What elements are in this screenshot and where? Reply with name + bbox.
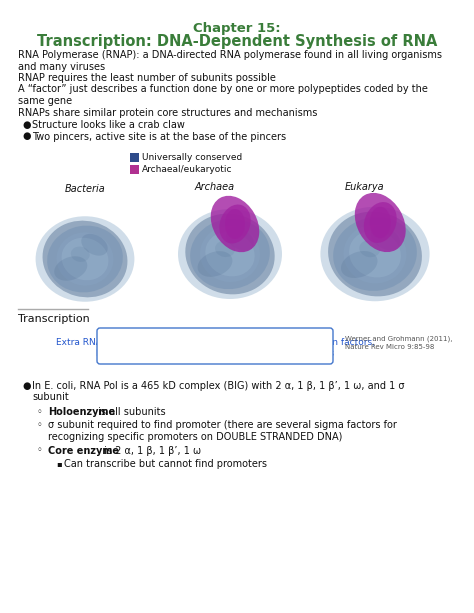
Ellipse shape bbox=[320, 207, 429, 301]
Ellipse shape bbox=[226, 227, 254, 251]
Text: is all subunits: is all subunits bbox=[95, 407, 165, 417]
Ellipse shape bbox=[43, 221, 128, 297]
Ellipse shape bbox=[62, 238, 109, 280]
Ellipse shape bbox=[200, 226, 260, 282]
Text: Two pincers, active site is at the base of the pincers: Two pincers, active site is at the base … bbox=[32, 132, 286, 142]
Text: ◦: ◦ bbox=[37, 421, 43, 430]
Text: Transcription: Transcription bbox=[18, 314, 90, 324]
Ellipse shape bbox=[225, 209, 245, 239]
Text: ●: ● bbox=[22, 381, 30, 391]
Ellipse shape bbox=[190, 219, 270, 289]
Text: is 2 α, 1 β, 1 β’, 1 ω: is 2 α, 1 β, 1 β’, 1 ω bbox=[101, 446, 201, 455]
Ellipse shape bbox=[333, 217, 417, 291]
Ellipse shape bbox=[47, 226, 123, 292]
Ellipse shape bbox=[364, 202, 397, 243]
Text: In E. coli, RNA Pol is a 465 kD complex (BIG) with 2 α, 1 β, 1 β’, 1 ω, and 1 σ: In E. coli, RNA Pol is a 465 kD complex … bbox=[32, 381, 404, 391]
Text: ●: ● bbox=[22, 120, 30, 130]
Ellipse shape bbox=[56, 232, 113, 286]
Text: and many viruses: and many viruses bbox=[18, 61, 105, 72]
Text: ◦: ◦ bbox=[37, 446, 43, 455]
Text: Bacteria: Bacteria bbox=[64, 184, 105, 194]
Text: Archaeal/eukaryotic: Archaeal/eukaryotic bbox=[142, 164, 233, 173]
Text: DNA and RNA, and modulate diverse RNAP activities: DNA and RNA, and modulate diverse RNAP a… bbox=[96, 349, 334, 358]
Text: Core enzyme: Core enzyme bbox=[48, 446, 119, 455]
Text: Holoenzyme: Holoenzyme bbox=[48, 407, 115, 417]
Text: Nature Rev Micro 9:85-98: Nature Rev Micro 9:85-98 bbox=[345, 344, 434, 350]
Text: Archaea: Archaea bbox=[195, 182, 235, 192]
Ellipse shape bbox=[211, 196, 259, 252]
FancyBboxPatch shape bbox=[97, 328, 333, 364]
Ellipse shape bbox=[328, 211, 422, 296]
Ellipse shape bbox=[341, 251, 377, 278]
Ellipse shape bbox=[370, 207, 391, 238]
Ellipse shape bbox=[178, 209, 282, 299]
Ellipse shape bbox=[198, 251, 232, 277]
Ellipse shape bbox=[36, 216, 135, 302]
Ellipse shape bbox=[81, 234, 108, 256]
Text: σ subunit required to find promoter (there are several sigma factors for: σ subunit required to find promoter (the… bbox=[48, 421, 397, 430]
Text: Structure looks like a crab claw: Structure looks like a crab claw bbox=[32, 120, 185, 130]
Bar bbox=[130, 164, 139, 173]
Text: ▪: ▪ bbox=[56, 459, 62, 468]
Ellipse shape bbox=[215, 241, 235, 257]
Text: Eukarya: Eukarya bbox=[345, 182, 385, 192]
Text: subunit: subunit bbox=[32, 392, 69, 403]
Ellipse shape bbox=[54, 256, 87, 281]
Ellipse shape bbox=[349, 230, 401, 278]
Ellipse shape bbox=[344, 224, 407, 283]
Text: RNAP requires the least number of subunits possible: RNAP requires the least number of subuni… bbox=[18, 73, 276, 83]
Bar bbox=[130, 153, 139, 162]
Text: RNA Polymerase (RNAP): a DNA-directed RNA polymerase found in all living organis: RNA Polymerase (RNAP): a DNA-directed RN… bbox=[18, 50, 442, 60]
Text: Chapter 15:: Chapter 15: bbox=[193, 22, 281, 35]
Text: Transcription: DNA-Dependent Synthesis of RNA: Transcription: DNA-Dependent Synthesis o… bbox=[37, 34, 437, 49]
Text: Extra RNAP subunits provide interaction sites for transcription factors,: Extra RNAP subunits provide interaction … bbox=[55, 338, 374, 347]
Text: ●: ● bbox=[22, 132, 30, 142]
Text: same gene: same gene bbox=[18, 96, 72, 106]
Ellipse shape bbox=[359, 240, 380, 257]
Ellipse shape bbox=[205, 232, 255, 276]
Ellipse shape bbox=[355, 193, 406, 252]
Text: Werner and Grohmann (2011),: Werner and Grohmann (2011), bbox=[345, 336, 453, 343]
Ellipse shape bbox=[185, 214, 274, 294]
Text: Universally conserved: Universally conserved bbox=[142, 153, 242, 162]
Ellipse shape bbox=[371, 226, 400, 250]
Text: Can transcribe but cannot find promoters: Can transcribe but cannot find promoters bbox=[64, 459, 267, 469]
Text: RNAPs share similar protein core structures and mechanisms: RNAPs share similar protein core structu… bbox=[18, 107, 318, 118]
Text: A “factor” just describes a function done by one or more polypeptides coded by t: A “factor” just describes a function don… bbox=[18, 85, 428, 94]
Text: ◦: ◦ bbox=[37, 407, 43, 417]
Ellipse shape bbox=[219, 205, 251, 243]
Text: recognizing specific promoters on DOUBLE STRANDED DNA): recognizing specific promoters on DOUBLE… bbox=[48, 432, 342, 442]
Ellipse shape bbox=[71, 246, 90, 262]
